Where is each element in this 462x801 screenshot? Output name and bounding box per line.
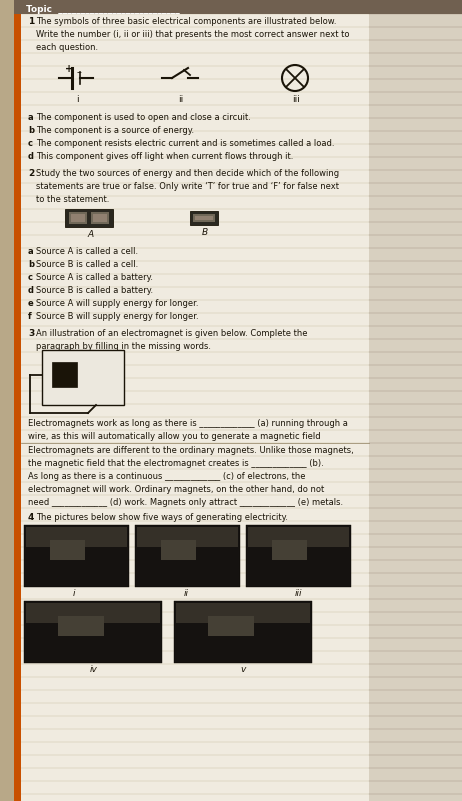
- Text: An illustration of an electromagnet is given below. Complete the: An illustration of an electromagnet is g…: [36, 329, 308, 338]
- Text: +: +: [65, 64, 73, 74]
- Bar: [137, 527, 238, 547]
- Bar: [42, 350, 124, 405]
- Text: i: i: [76, 95, 79, 104]
- Text: A: A: [87, 230, 93, 239]
- Bar: [26, 527, 127, 547]
- Text: The pictures below show five ways of generating electricity.: The pictures below show five ways of gen…: [36, 513, 288, 522]
- Text: v: v: [240, 665, 245, 674]
- Bar: [135, 525, 240, 587]
- Text: a: a: [28, 113, 34, 122]
- Text: Topic  ___________________________: Topic ___________________________: [26, 5, 180, 14]
- Text: Source B is called a battery.: Source B is called a battery.: [36, 286, 153, 295]
- Text: e: e: [28, 299, 34, 308]
- Bar: [193, 214, 215, 222]
- Text: The symbols of three basic electrical components are illustrated below.: The symbols of three basic electrical co…: [36, 17, 336, 26]
- Text: iii: iii: [295, 589, 303, 598]
- Text: the magnetic field that the electromagnet creates is _____________ (b).: the magnetic field that the electromagne…: [28, 459, 324, 468]
- Text: 4: 4: [28, 513, 34, 522]
- Text: 2: 2: [28, 169, 34, 178]
- Text: The component is used to open and close a circuit.: The component is used to open and close …: [36, 113, 251, 122]
- Text: f: f: [28, 312, 32, 321]
- Text: c: c: [28, 139, 33, 148]
- Text: i: i: [73, 589, 75, 598]
- Text: statements are true or false. Only write ‘T’ for true and ‘F’ for false next: statements are true or false. Only write…: [36, 182, 339, 191]
- Text: to the statement.: to the statement.: [36, 195, 109, 204]
- Bar: [272, 540, 307, 560]
- Text: a: a: [28, 247, 34, 256]
- Text: The component resists electric current and is sometimes called a load.: The component resists electric current a…: [36, 139, 334, 148]
- Text: wire, as this will automatically allow you to generate a magnetic field: wire, as this will automatically allow y…: [28, 432, 321, 441]
- Text: iv: iv: [90, 665, 98, 674]
- Text: Source B is called a cell.: Source B is called a cell.: [36, 260, 138, 269]
- Text: B: B: [202, 228, 208, 237]
- Bar: [195, 216, 213, 220]
- Bar: [91, 212, 109, 224]
- Bar: [369, 0, 462, 801]
- Text: paragraph by filling in the missing words.: paragraph by filling in the missing word…: [36, 342, 211, 351]
- Bar: [174, 601, 312, 663]
- Text: Source A is called a cell.: Source A is called a cell.: [36, 247, 138, 256]
- Text: Source B will supply energy for longer.: Source B will supply energy for longer.: [36, 312, 199, 321]
- Bar: [248, 527, 349, 547]
- Text: b: b: [28, 260, 34, 269]
- Text: The component is a source of energy.: The component is a source of energy.: [36, 126, 194, 135]
- Bar: [14, 0, 369, 801]
- Bar: [52, 362, 77, 387]
- Text: need _____________ (d) work. Magnets only attract _____________ (e) metals.: need _____________ (d) work. Magnets onl…: [28, 498, 343, 507]
- Bar: [246, 525, 351, 587]
- Bar: [50, 540, 85, 560]
- Bar: [26, 603, 160, 623]
- Text: iii: iii: [292, 95, 300, 104]
- Bar: [69, 212, 87, 224]
- Text: each question.: each question.: [36, 43, 98, 52]
- Bar: [190, 211, 218, 225]
- Text: d: d: [28, 152, 34, 161]
- Bar: [93, 214, 107, 222]
- Bar: [71, 214, 85, 222]
- Text: This component gives off light when current flows through it.: This component gives off light when curr…: [36, 152, 293, 161]
- Text: Electromagnets are different to the ordinary magnets. Unlike those magnets,: Electromagnets are different to the ordi…: [28, 446, 354, 455]
- Bar: [58, 616, 104, 636]
- Text: Electromagnets work as long as there is _____________ (a) running through a: Electromagnets work as long as there is …: [28, 419, 348, 428]
- Text: d: d: [28, 286, 34, 295]
- Text: 1: 1: [28, 17, 34, 26]
- Bar: [24, 525, 129, 587]
- Bar: [14, 0, 462, 14]
- Text: Write the number (i, ii or iii) that presents the most correct answer next to: Write the number (i, ii or iii) that pre…: [36, 30, 349, 39]
- Text: Study the two sources of energy and then decide which of the following: Study the two sources of energy and then…: [36, 169, 339, 178]
- Text: c: c: [28, 273, 33, 282]
- Bar: [176, 603, 310, 623]
- Bar: [24, 601, 162, 663]
- Text: 3: 3: [28, 329, 34, 338]
- Text: Source A will supply energy for longer.: Source A will supply energy for longer.: [36, 299, 199, 308]
- Bar: [14, 0, 21, 801]
- Bar: [208, 616, 254, 636]
- Text: Source A is called a battery.: Source A is called a battery.: [36, 273, 153, 282]
- Text: ii: ii: [184, 589, 189, 598]
- Bar: [65, 209, 113, 227]
- Text: b: b: [28, 126, 34, 135]
- Text: electromagnet will work. Ordinary magnets, on the other hand, do not: electromagnet will work. Ordinary magnet…: [28, 485, 324, 494]
- Bar: [161, 540, 196, 560]
- Text: As long as there is a continuous _____________ (c) of electrons, the: As long as there is a continuous _______…: [28, 472, 305, 481]
- Text: –: –: [77, 67, 82, 77]
- Text: ii: ii: [178, 95, 183, 104]
